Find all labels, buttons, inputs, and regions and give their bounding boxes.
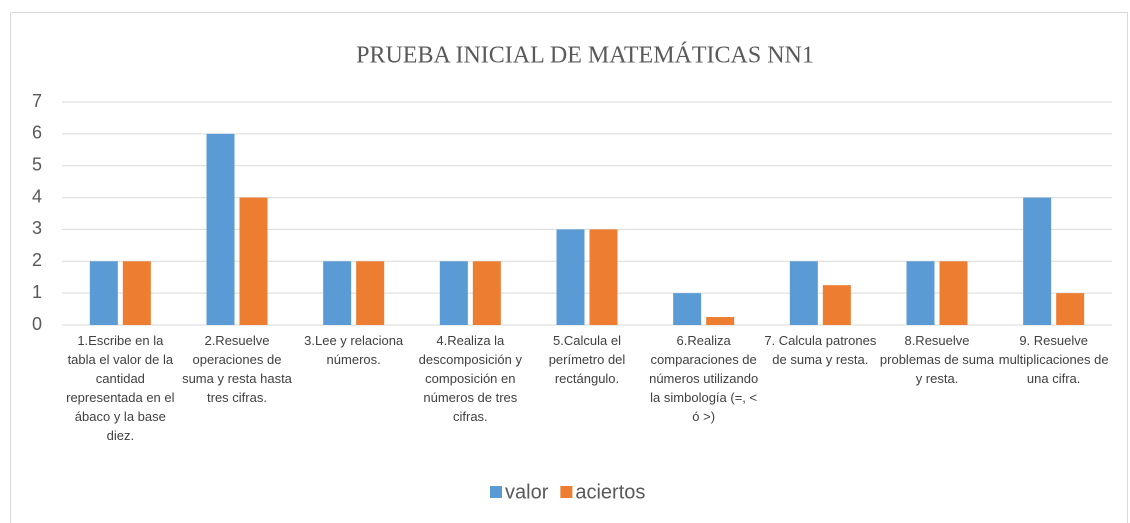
bar — [472, 261, 501, 325]
x-tick-label: 6.Realiza comparaciones de números utili… — [649, 333, 759, 424]
y-tick-label: 7 — [32, 91, 42, 111]
x-tick-label: 1.Escribe en la tabla el valor de la can… — [66, 333, 175, 443]
x-tick-label: 5.Calcula el perímetro del rectángulo. — [548, 333, 626, 386]
bar — [206, 133, 235, 325]
y-tick-label: 4 — [32, 186, 42, 206]
bar — [1056, 293, 1085, 325]
bar — [673, 293, 702, 325]
legend: valor aciertos — [490, 481, 645, 503]
x-tick-label: 3.Lee y relaciona números. — [304, 333, 404, 367]
y-tick-label: 1 — [32, 282, 42, 302]
bar — [89, 261, 118, 325]
bar — [906, 261, 935, 325]
bar — [706, 317, 735, 325]
x-tick-label: 2.Resuelve operaciones de suma y resta h… — [182, 333, 292, 405]
x-tick-label: 7. Calcula patrones de suma y resta. — [764, 333, 877, 367]
bar — [589, 229, 618, 325]
y-tick-label: 6 — [32, 123, 42, 143]
legend-swatch — [560, 486, 573, 498]
bar — [1023, 197, 1052, 325]
bar — [822, 285, 851, 325]
bar — [239, 197, 268, 325]
legend-label: valor — [505, 481, 549, 503]
bar — [356, 261, 385, 325]
x-tick-label: 4.Realiza la descomposición y composició… — [418, 333, 522, 424]
chart-border — [10, 12, 1128, 523]
bar — [556, 229, 585, 325]
y-tick-label: 2 — [32, 250, 42, 270]
x-tick-label: 8.Resuelve problemas de suma y resta. — [879, 333, 995, 386]
x-tick-label: 9. Resuelve multiplicaciones de una cifr… — [998, 333, 1109, 386]
bar — [439, 261, 468, 325]
bar — [939, 261, 968, 325]
legend-label: aciertos — [575, 481, 645, 503]
y-tick-label: 0 — [32, 314, 42, 334]
bar — [122, 261, 151, 325]
bar — [789, 261, 818, 325]
y-tick-label: 5 — [32, 154, 42, 174]
legend-swatch — [490, 486, 502, 498]
y-tick-label: 3 — [32, 218, 42, 238]
chart-title: PRUEBA INICIAL DE MATEMÁTICAS NN1 — [356, 43, 814, 69]
bar — [323, 261, 352, 325]
